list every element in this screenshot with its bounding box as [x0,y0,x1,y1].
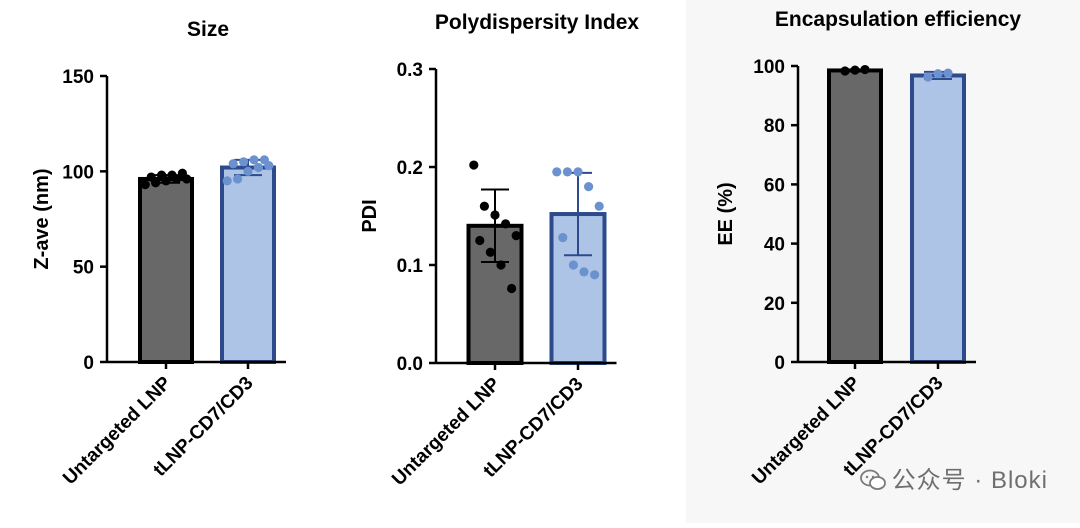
data-point [479,201,489,211]
data-point [860,64,870,75]
data-point [485,247,495,257]
y-tick-label: 0.1 [397,256,424,277]
data-point [568,260,579,270]
bar-tlnp-cd7-cd3 [910,73,966,365]
data-point [239,157,249,167]
data-point [933,69,943,79]
bar-tlnp-cd7-cd3 [220,165,276,364]
data-point [490,210,500,220]
y-tick-label: 20 [764,294,785,315]
chart-title: Encapsulation efficiency [775,8,1022,31]
data-point [594,201,604,211]
data-point [259,155,269,165]
chart-title: Size [187,18,229,41]
y-tick-label: 0.3 [397,60,423,81]
data-point [146,172,156,182]
data-point [469,160,479,170]
y-tick-label: 0.2 [397,158,423,179]
watermark-text: 公众号 · Bloki [891,467,1048,494]
data-point [923,72,933,82]
data-point [511,231,521,241]
data-point [501,219,511,229]
data-point [157,170,167,180]
data-point [243,166,253,176]
y-tick-label: 150 [62,67,94,88]
wechat-icon [859,469,886,490]
y-tick-label: 50 [73,258,94,279]
data-point [475,235,485,246]
y-tick-label: 0 [774,353,785,374]
data-point [228,159,238,169]
y-tick-label: 40 [764,235,785,256]
y-tick-label: 0 [83,353,94,374]
y-tick-label: 60 [764,175,785,196]
data-point [177,168,187,178]
bar-untargeted-lnp [827,68,883,364]
y-axis-label: PDI [359,199,381,232]
y-tick-label: 80 [764,116,785,137]
data-point [140,180,150,190]
data-point [943,68,953,78]
y-tick-label: 100 [62,162,94,183]
data-point [253,162,263,173]
data-point [850,65,860,75]
data-point [579,267,589,277]
y-axis-label: EE (%) [715,182,737,245]
chart-panel-3: Encapsulation efficiency EE (%) 0 20 40 60 80 1… [715,8,1021,489]
data-point [222,176,232,186]
bar-untargeted-lnp [138,176,194,364]
data-point [233,174,243,184]
data-point [507,283,517,294]
data-point [249,155,259,165]
data-point [558,232,568,243]
data-point [590,270,600,280]
data-point [552,167,562,177]
data-point [496,260,506,270]
data-point [562,167,573,177]
chart-title: Polydispersity Index [435,11,640,34]
y-tick-label: 100 [753,57,785,78]
data-point [840,66,850,76]
data-point [573,167,583,177]
data-point [584,182,594,192]
y-axis-label: Z-ave (nm) [31,168,53,269]
y-tick-label: 0.0 [397,354,423,375]
watermark: 公众号 · Bloki [859,460,1048,495]
data-point [167,170,177,180]
